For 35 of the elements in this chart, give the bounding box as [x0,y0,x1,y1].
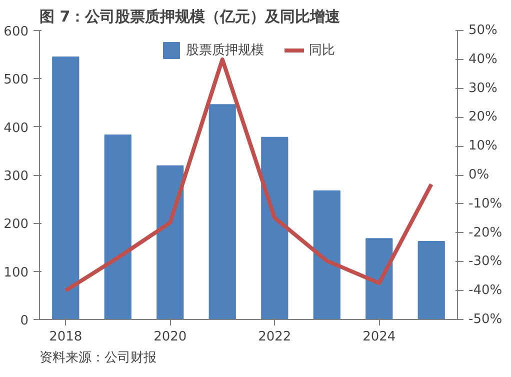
x-tick-label: 2018 [49,330,82,344]
bar [156,165,184,320]
chart-title: 图 7：公司股票质押规模（亿元）及同比增速 [40,8,342,26]
y2-tick-label: -10% [468,196,502,212]
bar [418,240,445,320]
y-tick-label: 300 [4,169,29,184]
bar [313,190,340,320]
bar [208,104,236,320]
y-tick-label: 100 [4,265,29,280]
legend-label: 同比 [309,42,335,59]
y2-tick-label: -40% [468,283,502,298]
y2-tick-label: 0% [468,168,490,182]
y-tick-label: 500 [4,72,29,88]
y2-tick-label: -20% [468,225,502,240]
y2-tick-label: 10% [468,138,498,154]
y2-tick-label: 50% [468,23,498,38]
y-tick-label: 600 [4,24,29,40]
y-tick-label: 0 [20,314,29,328]
text: 资料来源：公司财报 [40,350,156,366]
legend-label: 股票质押规模 [186,42,264,59]
y-tick-label: 200 [4,217,29,232]
line-series [64,57,434,293]
bar [261,136,288,320]
y-tick-label: 400 [4,120,29,136]
y2-tick-label: 40% [468,52,498,67]
y2-tick-label: 30% [468,80,498,96]
x-tick-label: 2020 [154,330,187,344]
y2-tick-label: 20% [468,110,498,125]
bar [52,56,80,320]
y2-tick-label: -50% [468,312,502,327]
x-tick-label: 2022 [258,330,292,344]
x-tick-label: 2024 [362,330,396,344]
bar [366,238,393,320]
bar [104,134,132,320]
y2-tick-label: -30% [468,254,502,270]
